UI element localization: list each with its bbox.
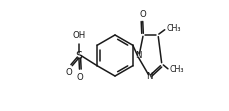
Text: O: O <box>139 10 145 19</box>
Text: N: N <box>145 71 152 81</box>
Text: OH: OH <box>72 31 85 40</box>
Text: O: O <box>76 73 82 82</box>
Text: CH₃: CH₃ <box>169 65 183 74</box>
Text: N: N <box>135 51 142 60</box>
Text: S: S <box>75 51 82 60</box>
Text: O: O <box>65 68 71 77</box>
Text: CH₃: CH₃ <box>165 24 180 33</box>
